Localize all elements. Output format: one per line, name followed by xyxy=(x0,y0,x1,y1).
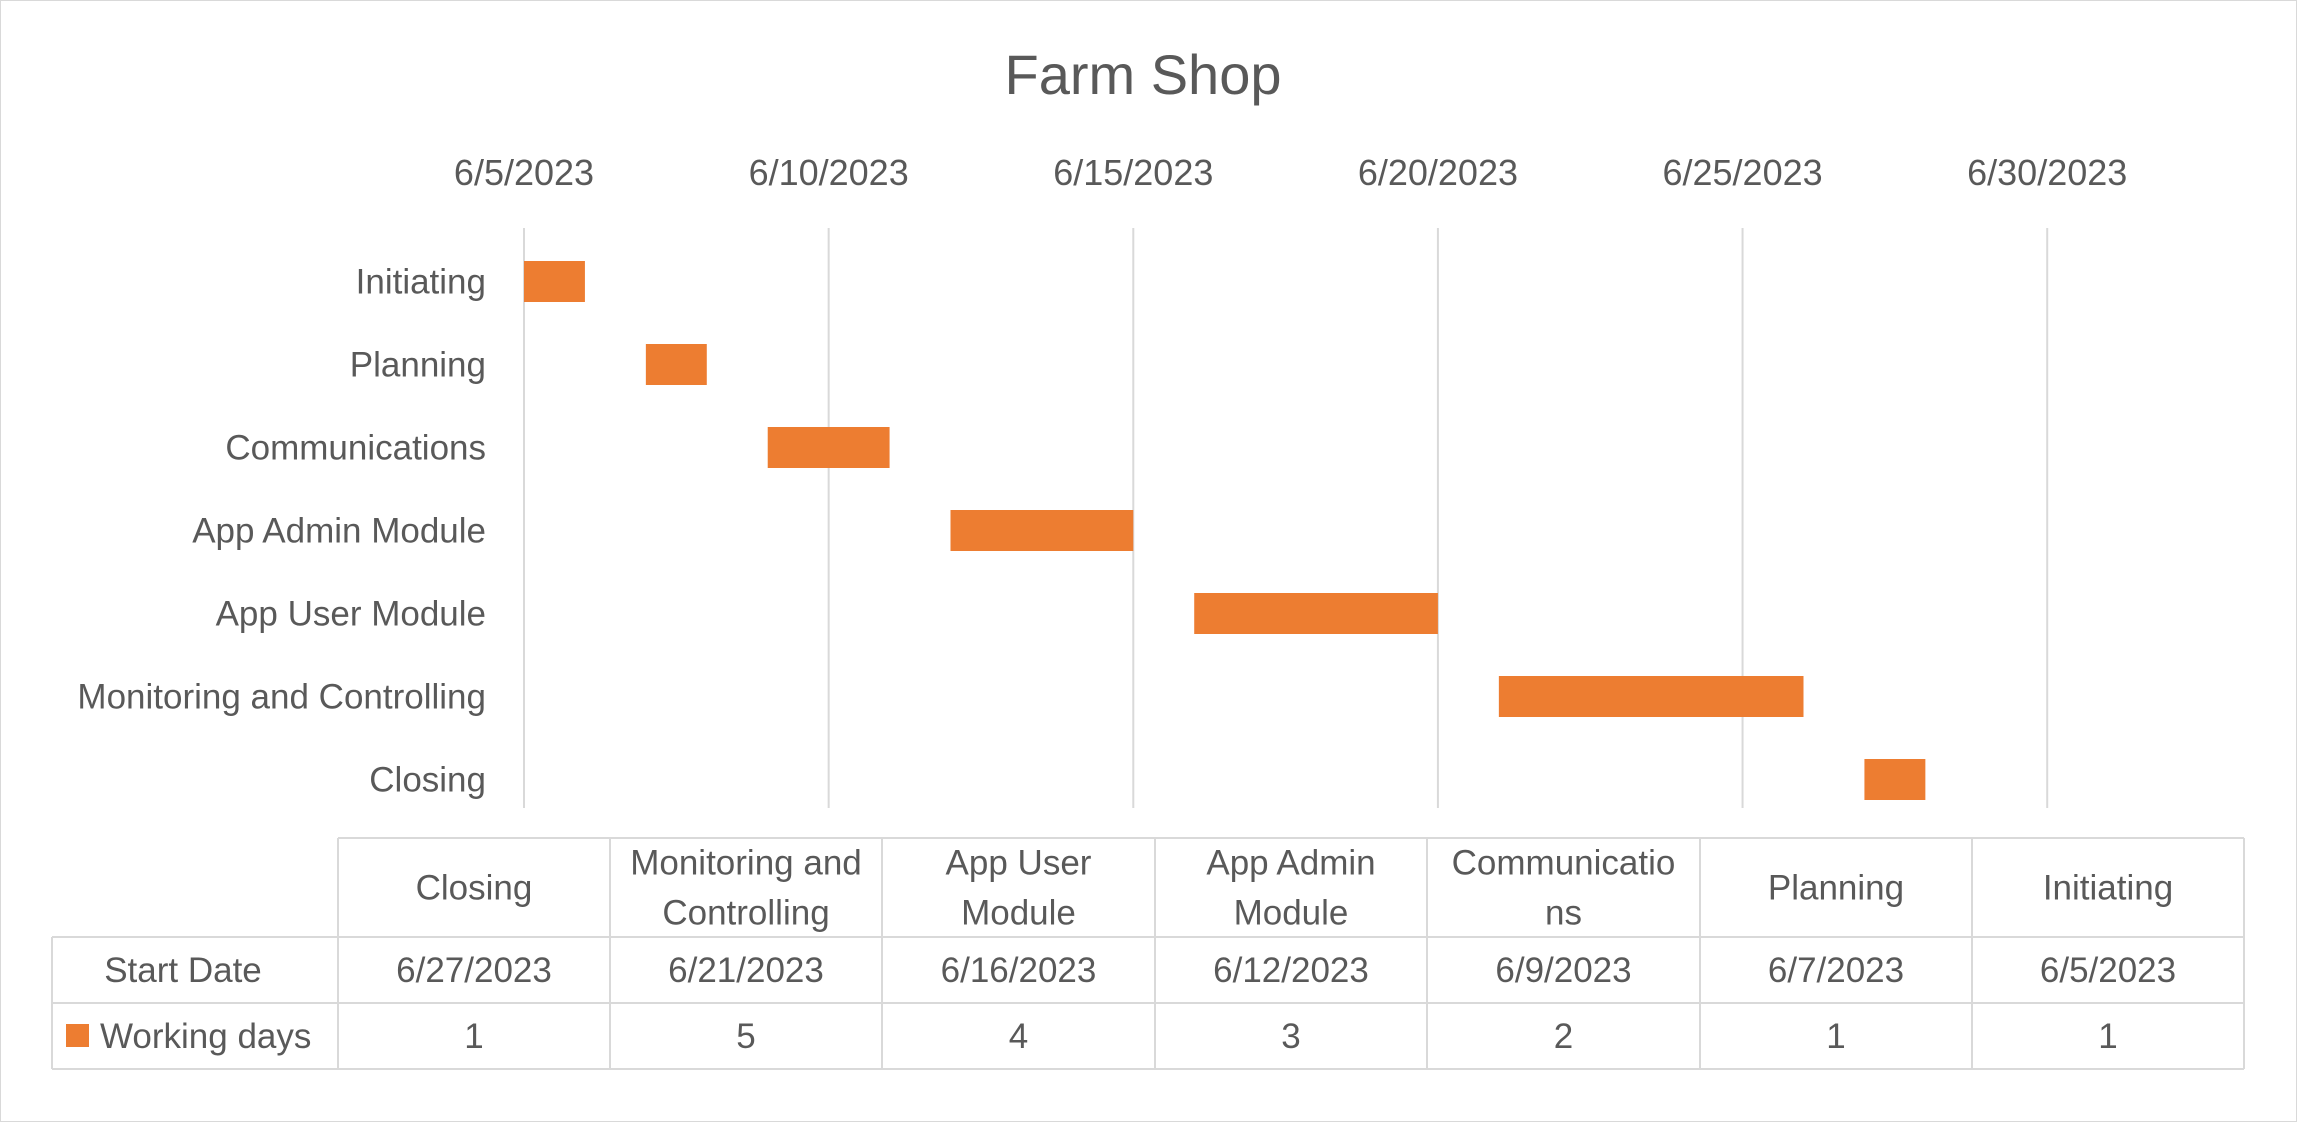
table-column-header-line: App User xyxy=(946,844,1092,883)
bar-working-days xyxy=(1498,676,1804,717)
table-cell: 6/7/2023 xyxy=(1768,951,1904,990)
gridlines xyxy=(523,228,2049,808)
category-label: Planning xyxy=(350,346,486,385)
x-axis-ticks: 6/5/2023 6/10/2023 6/15/2023 6/20/2023 6/25/… xyxy=(454,152,2127,193)
bar-working-days xyxy=(1194,593,1438,634)
table-column-header-line: Module xyxy=(1234,894,1349,933)
bars xyxy=(524,261,1926,800)
chart-title: Farm Shop xyxy=(1005,43,1282,106)
table-row-label: Working days xyxy=(100,1017,311,1056)
table-cell: 6/9/2023 xyxy=(1495,951,1631,990)
table-cell: 6/21/2023 xyxy=(668,951,824,990)
table-cell: 6/16/2023 xyxy=(941,951,1097,990)
bar-working-days xyxy=(645,344,707,385)
legend-key-working-days xyxy=(66,1024,89,1047)
data-table: Closing Monitoring and Controlling App User… xyxy=(51,837,2245,1070)
x-tick-label: 6/15/2023 xyxy=(1053,152,1213,193)
bar-working-days xyxy=(767,427,890,468)
x-tick-label: 6/20/2023 xyxy=(1358,152,1518,193)
category-label: Initiating xyxy=(356,263,486,302)
bar-working-days xyxy=(1864,759,1926,800)
category-label: Closing xyxy=(369,761,486,800)
table-column-header-line: Controlling xyxy=(662,894,829,933)
table-column-header: App User Module xyxy=(946,844,1092,933)
table-cell: 6/5/2023 xyxy=(2040,951,2176,990)
table-cell: 1 xyxy=(2098,1017,2117,1056)
table-cell: 1 xyxy=(1826,1017,1845,1056)
bar-working-days xyxy=(524,261,585,302)
table-row-label: Start Date xyxy=(104,951,262,990)
table-cell: 5 xyxy=(736,1017,755,1056)
table-column-header-line: Monitoring and xyxy=(630,844,862,883)
table-column-header: Closing xyxy=(416,869,533,908)
table-column-header-line: Module xyxy=(961,894,1076,933)
category-label: App User Module xyxy=(216,595,486,634)
table-column-header-line: Communicatio xyxy=(1452,844,1676,883)
category-label: Communications xyxy=(225,429,486,468)
x-tick-label: 6/30/2023 xyxy=(1967,152,2127,193)
table-column-header-line: App Admin xyxy=(1206,844,1375,883)
table-column-header: App Admin Module xyxy=(1206,844,1375,933)
table-column-header: Monitoring and Controlling xyxy=(630,844,862,933)
x-tick-label: 6/25/2023 xyxy=(1662,152,1822,193)
table-cell: 4 xyxy=(1009,1017,1028,1056)
y-axis-categories: Initiating Planning Communications App Admi… xyxy=(77,263,486,800)
table-cell: 6/27/2023 xyxy=(396,951,552,990)
table-column-header: Initiating xyxy=(2043,869,2173,908)
x-tick-label: 6/10/2023 xyxy=(749,152,909,193)
table-cell: 1 xyxy=(464,1017,483,1056)
category-label: Monitoring and Controlling xyxy=(77,678,486,717)
table-cell: 6/12/2023 xyxy=(1213,951,1369,990)
bar-working-days xyxy=(950,510,1134,551)
table-column-header: Communicatio ns xyxy=(1452,844,1676,933)
table-column-header: Planning xyxy=(1768,869,1904,908)
x-tick-label: 6/5/2023 xyxy=(454,152,594,193)
table-column-header-line: ns xyxy=(1545,894,1582,933)
category-label: App Admin Module xyxy=(192,512,486,551)
table-cell: 2 xyxy=(1554,1017,1573,1056)
table-cell: 3 xyxy=(1281,1017,1300,1056)
